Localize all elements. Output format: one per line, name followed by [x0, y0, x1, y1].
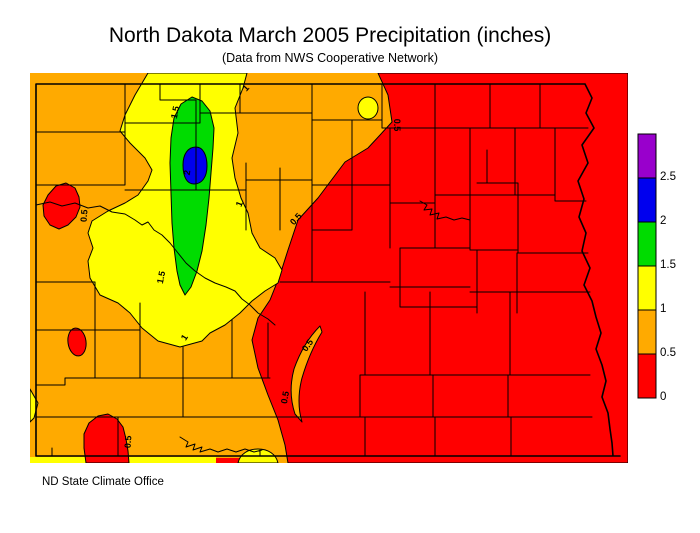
contour-label: 0.5 [78, 209, 89, 222]
legend-swatch-green [637, 221, 657, 267]
page-title: North Dakota March 2005 Precipitation (i… [108, 24, 552, 47]
contour-label: 1.5 [155, 270, 167, 284]
region-red-east [251, 73, 628, 463]
legend-swatch-yellow [637, 265, 657, 311]
precipitation-colorbar [637, 133, 657, 399]
legend-tick-1: 1 [660, 303, 667, 315]
state-border [35, 83, 621, 457]
legend-tick-2: 2 [660, 215, 667, 227]
legend-tick-0: 0 [660, 391, 667, 403]
region-red-pocket-central [67, 327, 87, 357]
region-green-strip [169, 96, 215, 296]
contour-label: 1 [179, 333, 190, 343]
region-orange-channel [290, 325, 323, 423]
county-boundaries [35, 83, 593, 457]
contour-label: 1 [234, 200, 245, 208]
north-dakota-precipitation-map: 1.5 1 2 1.5 0.5 0.5 0.5 0.5 0.5 0.5 1 1 [30, 73, 628, 463]
legend-swatch-purple [637, 133, 657, 179]
contour-label: 1 [240, 83, 251, 93]
contour-label: 0.5 [279, 390, 291, 404]
page-subtitle: (Data from NWS Cooperative Network) [221, 51, 439, 65]
region-yellow-oval-ne [357, 96, 379, 120]
region-blue-max [182, 146, 208, 185]
contour-label: 1.5 [169, 105, 181, 119]
legend-tick-1-5: 1.5 [660, 259, 676, 271]
legend-swatch-orange [637, 309, 657, 355]
legend-tick-0-5: 0.5 [660, 347, 676, 359]
credit-text: ND State Climate Office [42, 476, 164, 488]
legend-swatch-red [637, 353, 657, 399]
contour-label: 0.5 [123, 435, 134, 448]
legend-swatch-blue [637, 177, 657, 223]
contour-label: 0.5 [392, 119, 402, 132]
title-block: North Dakota March 2005 Precipitation (i… [0, 24, 660, 66]
contour-label: 2 [182, 170, 193, 176]
legend-tick-2-5: 2.5 [660, 171, 676, 183]
